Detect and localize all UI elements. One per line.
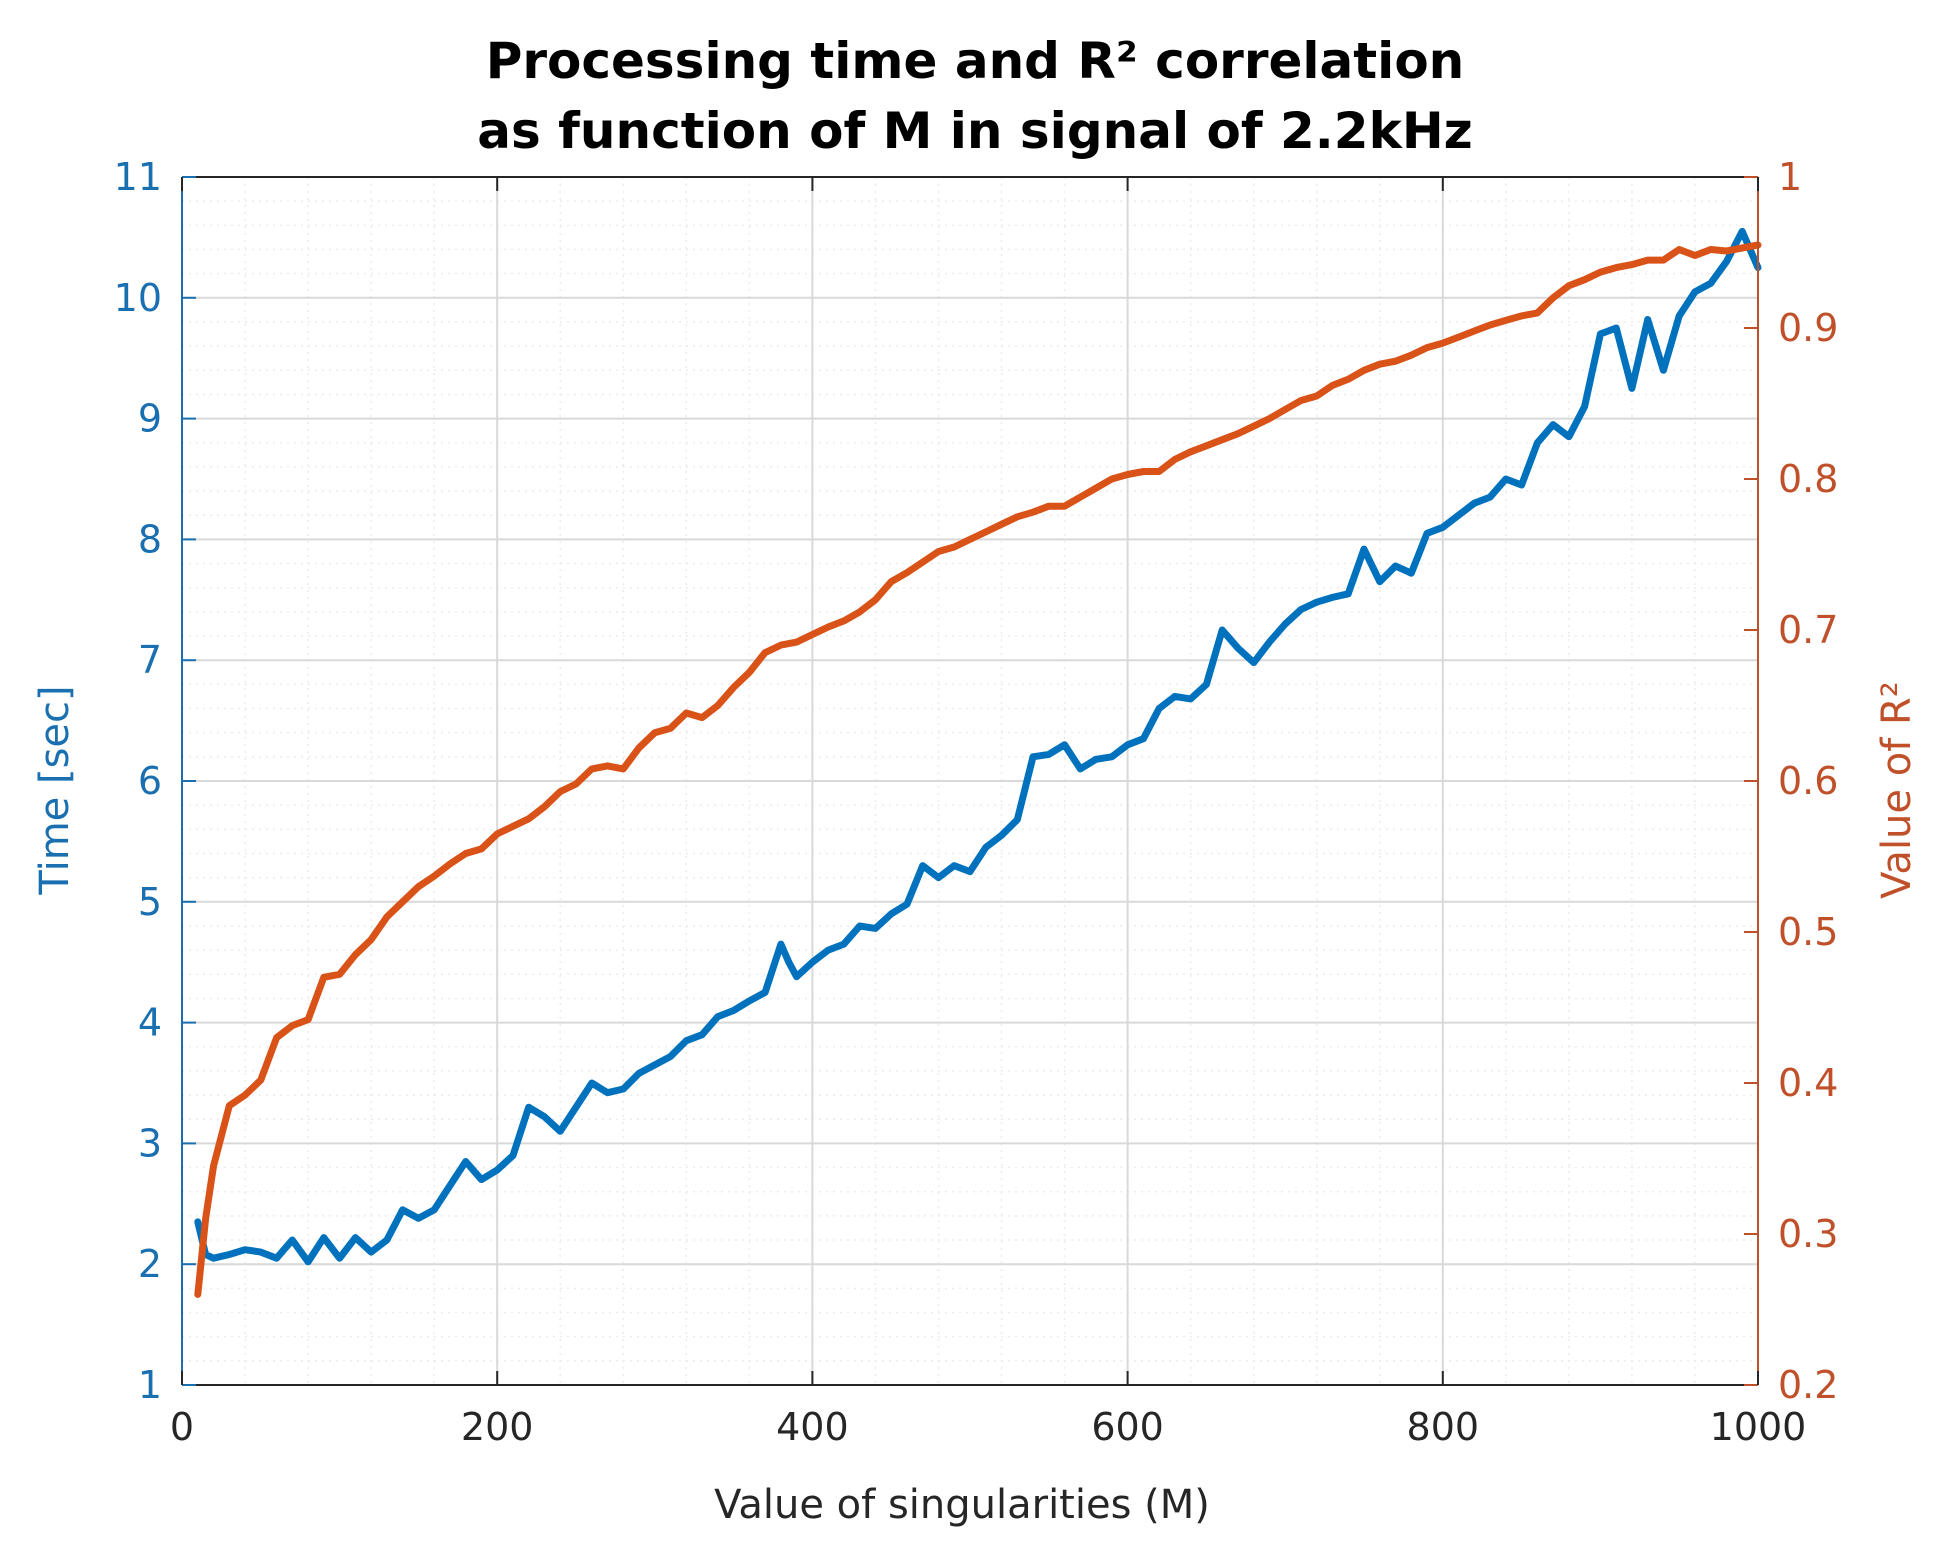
left-tick-label: 11 — [114, 155, 162, 199]
left-tick-label: 6 — [138, 759, 162, 803]
left-tick-label: 5 — [138, 880, 162, 924]
chart-title-line-1: Processing time and R² correlation — [486, 32, 1465, 90]
time-series-line — [194, 227, 1762, 1266]
bottom-tick-label: 400 — [776, 1405, 849, 1449]
bottom-axis-ticks: 0 200 400 600 800 1000 — [170, 177, 1806, 1449]
right-tick-label: 0.7 — [1778, 608, 1838, 652]
y-axis-left-label: Time [sec] — [32, 685, 78, 895]
right-tick-label: 0.6 — [1778, 759, 1838, 803]
right-tick-label: 0.8 — [1778, 457, 1838, 501]
bottom-tick-label: 600 — [1091, 1405, 1164, 1449]
right-tick-label: 0.9 — [1778, 306, 1838, 350]
right-tick-label: 0.5 — [1778, 910, 1838, 954]
right-tick-label: 0.2 — [1778, 1363, 1838, 1407]
r2-series-line — [194, 241, 1762, 1298]
bottom-tick-label: 800 — [1407, 1405, 1480, 1449]
bottom-tick-label: 1000 — [1710, 1405, 1807, 1449]
left-tick-label: 7 — [138, 638, 162, 682]
bottom-tick-label: 200 — [461, 1405, 534, 1449]
chart-title-line-2: as function of M in signal of 2.2kHz — [477, 102, 1473, 160]
left-tick-label: 2 — [138, 1242, 162, 1286]
right-tick-label: 0.3 — [1778, 1212, 1838, 1256]
left-axis-ticks: 1 2 3 4 5 6 7 8 9 10 11 — [114, 155, 196, 1407]
right-axis-ticks: 0.2 0.3 0.4 0.5 0.6 0.7 0.8 0.9 1 — [1744, 155, 1838, 1407]
right-tick-label: 1 — [1778, 155, 1802, 199]
left-tick-label: 3 — [138, 1121, 162, 1165]
y-axis-right-label: Value of R² — [1874, 681, 1920, 899]
x-axis-label: Value of singularities (M) — [714, 1482, 1210, 1528]
left-tick-label: 8 — [138, 517, 162, 561]
left-tick-label: 10 — [114, 276, 162, 320]
left-tick-label: 9 — [138, 397, 162, 441]
left-tick-label: 4 — [138, 1001, 162, 1045]
plot-lines — [194, 227, 1762, 1298]
bottom-tick-label: 0 — [170, 1405, 194, 1449]
right-tick-label: 0.4 — [1778, 1061, 1838, 1105]
left-tick-label: 1 — [138, 1363, 162, 1407]
